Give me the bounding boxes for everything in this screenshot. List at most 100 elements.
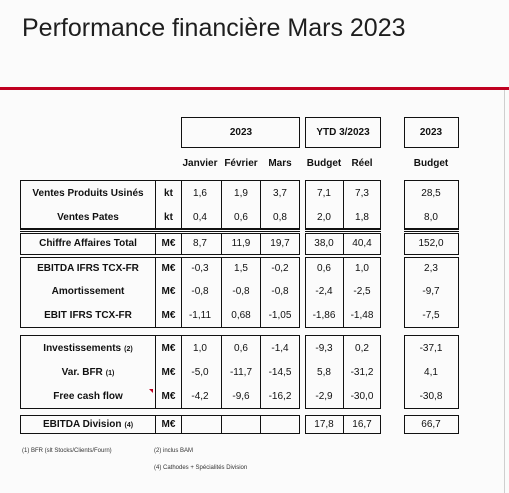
column-divider bbox=[155, 257, 156, 328]
cell-value: 2,3 bbox=[424, 263, 438, 274]
column-divider bbox=[260, 233, 261, 255]
column-divider bbox=[221, 233, 222, 255]
cell-value: 19,7 bbox=[270, 238, 290, 249]
column-divider bbox=[181, 415, 182, 434]
row-label-text: Investissements bbox=[43, 343, 122, 354]
section-volumes-budget-box bbox=[404, 180, 459, 229]
row-label: Var. BFR (1) bbox=[22, 367, 154, 380]
cell-value: -4,2 bbox=[191, 391, 209, 402]
cell-value: 38,0 bbox=[314, 238, 334, 249]
cell-value: 1,0 bbox=[193, 343, 207, 354]
row-label-text: Ventes Pates bbox=[57, 212, 119, 223]
cell-value: 66,7 bbox=[421, 419, 441, 430]
column-divider bbox=[221, 335, 222, 409]
cell-value: -30,0 bbox=[350, 391, 374, 402]
double-rule bbox=[305, 229, 381, 232]
comment-marker bbox=[149, 389, 153, 393]
cell-value: 0,6 bbox=[234, 212, 248, 223]
column-divider bbox=[181, 180, 182, 229]
column-divider bbox=[343, 415, 344, 434]
cell-value: 1,8 bbox=[355, 212, 369, 223]
header-box-budget bbox=[404, 117, 459, 148]
row-label: Free cash flow bbox=[22, 391, 154, 403]
section-volumes-box bbox=[20, 180, 300, 229]
row-label: Investissements (2) bbox=[22, 343, 154, 356]
cell-value: -0,8 bbox=[191, 286, 209, 297]
cell-value: -7,5 bbox=[422, 310, 440, 321]
column-header-3: Budget bbox=[306, 158, 342, 169]
cell-value: -1,11 bbox=[188, 310, 212, 321]
row-unit: M€ bbox=[161, 310, 176, 321]
cell-value: -37,1 bbox=[419, 343, 443, 354]
column-header-5: Budget bbox=[413, 158, 449, 169]
column-divider bbox=[343, 180, 344, 229]
column-divider bbox=[181, 257, 182, 328]
cell-value: 16,7 bbox=[352, 419, 372, 430]
cell-value: -9,7 bbox=[422, 286, 440, 297]
section-division-box bbox=[20, 415, 300, 434]
cell-value: 4,1 bbox=[424, 367, 438, 378]
column-header-2: Mars bbox=[268, 158, 292, 169]
footnote-4: (4) Cathodes + Spécialités Division bbox=[154, 465, 248, 471]
cell-value: 7,1 bbox=[317, 188, 331, 199]
cell-value: -14,5 bbox=[268, 367, 292, 378]
cell-value: 3,7 bbox=[273, 188, 287, 199]
row-label: Chiffre Affaires Total bbox=[22, 238, 154, 250]
cell-value: 7,3 bbox=[355, 188, 369, 199]
section-revenue-box bbox=[20, 233, 300, 255]
section-cash-box bbox=[20, 335, 300, 409]
row-label-note: (4) bbox=[124, 422, 134, 429]
header-box-2023 bbox=[181, 117, 300, 148]
row-unit: M€ bbox=[161, 419, 176, 430]
footnote-1: (1) BFR (slt Stocks/Clients/Fourn) bbox=[22, 448, 112, 454]
column-divider bbox=[260, 415, 261, 434]
cell-value: 0,2 bbox=[355, 343, 369, 354]
header-2023-budget: 2023 bbox=[419, 127, 443, 138]
cell-value: 152,0 bbox=[418, 238, 444, 249]
row-label-text: EBITDA IFRS TCX-FR bbox=[37, 263, 139, 274]
row-label: EBITDA Division (4) bbox=[22, 419, 154, 432]
page-title: Performance financière Mars 2023 bbox=[22, 14, 406, 42]
cell-value: 0,6 bbox=[234, 343, 248, 354]
cell-value: 5,8 bbox=[317, 367, 331, 378]
cell-value: 0,4 bbox=[193, 212, 207, 223]
row-label: Amortissement bbox=[22, 286, 154, 298]
row-unit: M€ bbox=[161, 367, 176, 378]
cell-value: -16,2 bbox=[268, 391, 292, 402]
row-label-text: Var. BFR bbox=[61, 367, 103, 378]
column-divider bbox=[221, 180, 222, 229]
row-label: EBITDA IFRS TCX-FR bbox=[22, 263, 154, 275]
row-label-note: (1) bbox=[105, 370, 115, 377]
column-divider bbox=[155, 415, 156, 434]
cell-value: 1,6 bbox=[193, 188, 207, 199]
row-label: Ventes Produits Usinés bbox=[22, 188, 154, 200]
column-divider bbox=[260, 257, 261, 328]
section-ebitda-budget-box bbox=[404, 257, 459, 328]
cell-value: 11,9 bbox=[231, 238, 251, 249]
cell-value: 0,68 bbox=[231, 310, 251, 321]
row-unit: M€ bbox=[161, 238, 176, 249]
cell-value: -0,8 bbox=[232, 286, 250, 297]
row-unit: kt bbox=[164, 212, 173, 223]
column-divider bbox=[181, 335, 182, 409]
column-divider bbox=[181, 233, 182, 255]
cell-value: -5,0 bbox=[191, 367, 209, 378]
row-unit: M€ bbox=[161, 286, 176, 297]
cell-value: -2,4 bbox=[315, 286, 333, 297]
row-unit: M€ bbox=[161, 343, 176, 354]
cell-value: -2,9 bbox=[315, 391, 333, 402]
section-cash-budget-box bbox=[404, 335, 459, 409]
cell-value: -1,86 bbox=[312, 310, 336, 321]
double-rule bbox=[404, 229, 459, 232]
column-header-0: Janvier bbox=[182, 158, 218, 169]
cell-value: 0,8 bbox=[273, 212, 287, 223]
cell-value: 1,0 bbox=[355, 263, 369, 274]
cell-value: -0,8 bbox=[271, 286, 289, 297]
section-ebitda-box bbox=[20, 257, 300, 328]
row-label: Ventes Pates bbox=[22, 212, 154, 224]
cell-value: -9,3 bbox=[315, 343, 333, 354]
row-label-note: (2) bbox=[124, 346, 133, 353]
cell-value: 17,8 bbox=[314, 419, 334, 430]
column-divider bbox=[155, 335, 156, 409]
row-label-text: EBIT IFRS TCX-FR bbox=[44, 310, 132, 321]
